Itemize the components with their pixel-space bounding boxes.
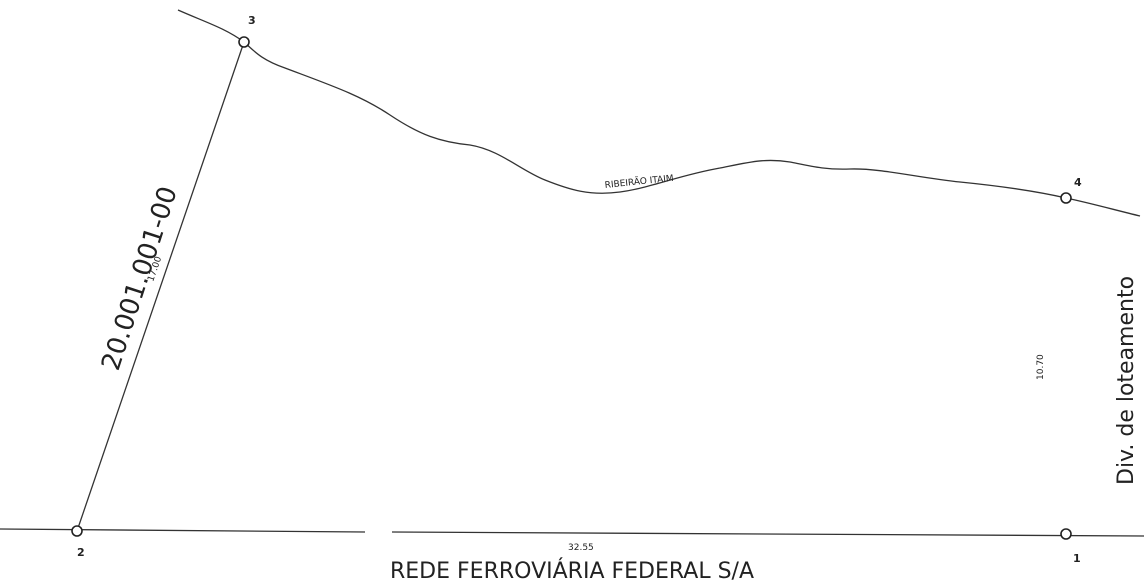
vertex [71, 525, 83, 537]
vertex [238, 36, 250, 48]
boundary-label: REDE FERROVIÁRIA FEDERAL S/A [390, 558, 754, 583]
left-boundary [76, 41, 245, 532]
vertex-label: 1 [1073, 552, 1081, 565]
vertex-label: 3 [248, 14, 256, 27]
dimension-label: 10.70 [1036, 354, 1046, 380]
bottom-boundary [391, 531, 1144, 537]
vertex [1060, 192, 1072, 204]
creek-line [177, 9, 1141, 217]
vertex [1060, 528, 1072, 540]
dimension-label: 32.55 [568, 543, 594, 553]
bottom-boundary [0, 528, 366, 533]
vertex-label: 2 [77, 546, 85, 559]
boundary-label: Div. de loteamento [1114, 276, 1139, 485]
vertex-label: 4 [1074, 176, 1082, 189]
